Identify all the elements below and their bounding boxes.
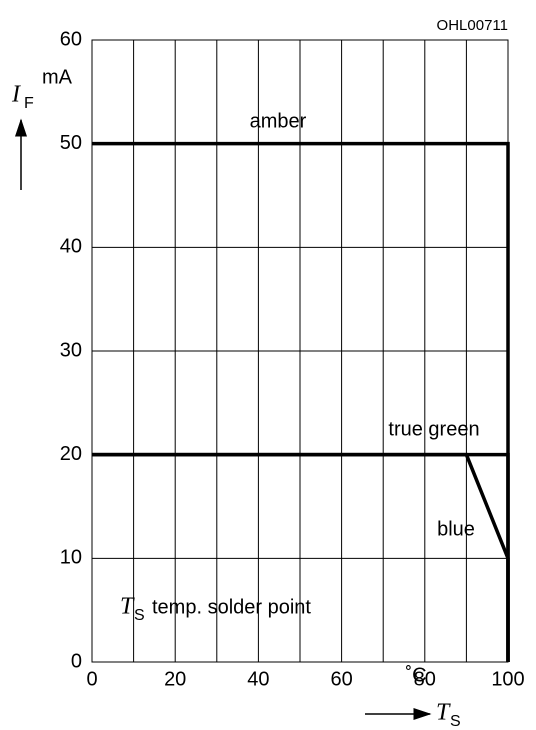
x-tick-label: 100 <box>491 668 524 690</box>
x-tick-label: 60 <box>330 668 352 690</box>
note-text: temp. solder point <box>152 596 311 618</box>
y-tick-label: 20 <box>60 443 82 465</box>
x-tick-label: 80 <box>414 668 436 690</box>
x-axis-symbol: T <box>436 700 451 726</box>
series-line <box>92 452 510 662</box>
series-label: true green <box>388 418 479 440</box>
series-label: amber <box>250 110 307 132</box>
x-tick-label: 0 <box>86 668 97 690</box>
y-tick-label: 50 <box>60 132 82 154</box>
y-tick-label: 0 <box>71 650 82 672</box>
x-tick-label: 20 <box>164 668 186 690</box>
y-tick-label: 10 <box>60 547 82 569</box>
x-tick-label: 40 <box>247 668 269 690</box>
x-axis-subscript: S <box>450 713 461 730</box>
y-axis-subscript: F <box>24 95 34 112</box>
y-axis-symbol: I <box>11 82 21 108</box>
series-label: blue <box>437 518 475 540</box>
note-symbol: T <box>120 594 135 620</box>
figure-code: OHL00711 <box>437 17 508 34</box>
y-tick-label: 60 <box>60 28 82 50</box>
x-axis-unit: ˚C <box>405 664 426 686</box>
y-tick-label: 30 <box>60 339 82 361</box>
y-tick-label: 40 <box>60 236 82 258</box>
y-axis-unit: mA <box>42 66 73 88</box>
note-subscript: S <box>134 607 145 624</box>
